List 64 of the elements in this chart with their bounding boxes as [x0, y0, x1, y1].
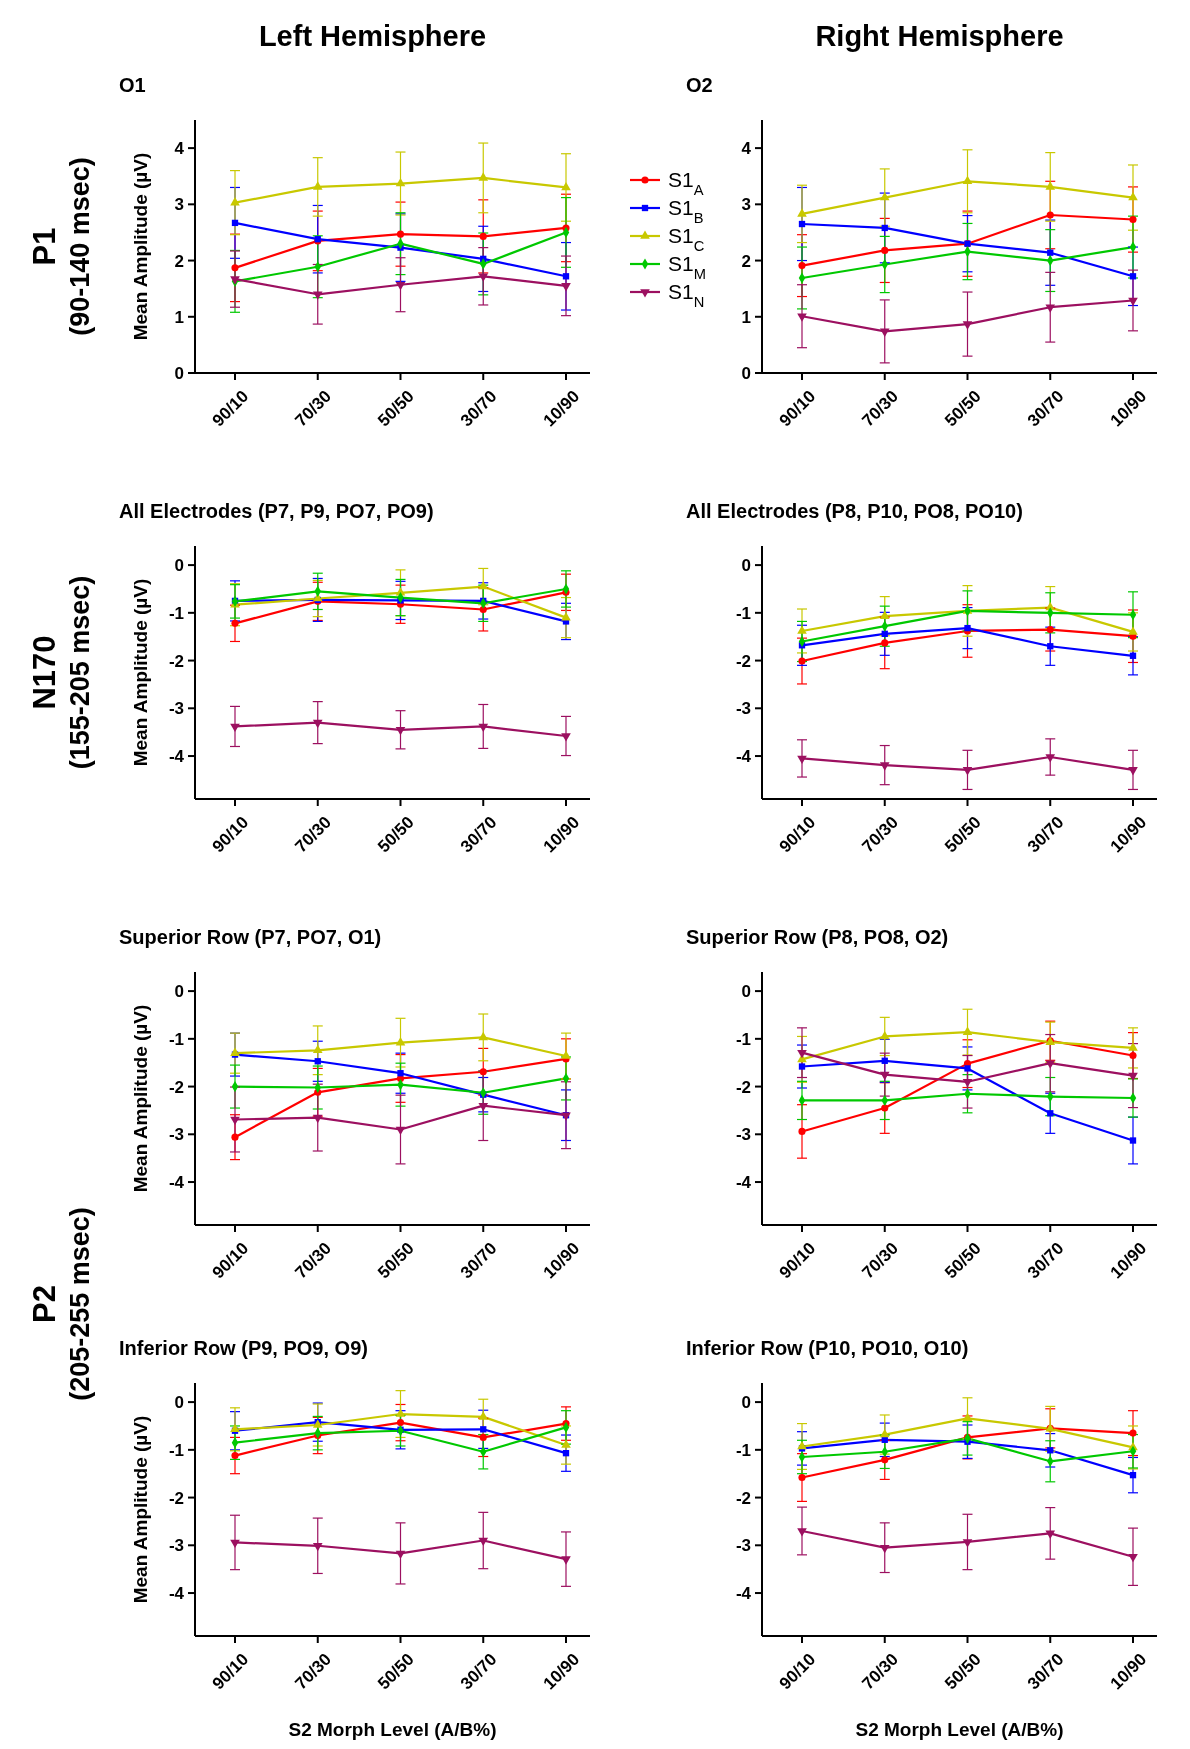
y-tick-label: -1 [168, 1440, 184, 1460]
y-tick-label: -4 [735, 1172, 752, 1192]
y-tick-label: -2 [168, 1488, 184, 1508]
chart-title: Inferior Row (P10, PO10, O10) [686, 1337, 969, 1359]
y-tick-label: -3 [735, 1125, 751, 1145]
y-tick-label: 0 [741, 982, 751, 1002]
y-axis-title: Mean Amplitude (µV) [130, 1004, 151, 1193]
chart-title: All Electrodes (P7, P9, PO7, PO9) [119, 500, 434, 522]
y-tick-label: -2 [735, 1488, 751, 1508]
y-tick-label: 1 [174, 307, 184, 327]
chart-title: All Electrodes (P8, P10, PO8, PO10) [686, 500, 1023, 522]
y-tick-label: -1 [168, 603, 184, 623]
legend-label: S1$_{A}$ [668, 168, 704, 199]
y-tick-label: 3 [741, 195, 751, 215]
y-tick-label: 0 [174, 556, 184, 576]
y-tick-label: 4 [174, 139, 185, 159]
y-tick-label: -4 [168, 1172, 185, 1192]
text: P1 (90-140 msec) [27, 157, 95, 336]
y-tick-label: -1 [735, 1029, 751, 1049]
chart-title: Superior Row (P7, PO7, O1) [119, 926, 382, 948]
y-tick-label: -1 [735, 603, 751, 623]
text: Right Hemisphere [815, 20, 1064, 52]
y-tick-label: -3 [735, 699, 751, 719]
y-tick-label: -3 [168, 1125, 184, 1145]
y-axis-title: Mean Amplitude (µV) [130, 578, 151, 767]
y-axis-title: Mean Amplitude (µV) [130, 152, 151, 341]
legend-label: S1$_{B}$ [668, 196, 704, 227]
y-tick-label: -1 [735, 1440, 751, 1460]
chart-title: Inferior Row (P9, PO9, O9) [119, 1337, 368, 1359]
y-tick-label: -3 [735, 1536, 751, 1556]
y-tick-label: -4 [735, 1583, 752, 1603]
y-tick-label: 0 [741, 363, 751, 383]
y-tick-label: 4 [741, 139, 752, 159]
legend-label: S1$_{C}$ [668, 224, 705, 255]
chart-title: Superior Row (P8, PO8, O2) [686, 926, 949, 948]
text: Left Hemisphere [258, 20, 487, 52]
legend-label: S1$_{M}$ [668, 252, 706, 283]
text: P2 (205-255 msec) [27, 1207, 95, 1401]
y-tick-label: -2 [735, 651, 751, 671]
y-tick-label: 0 [741, 1393, 751, 1413]
y-tick-label: -2 [735, 1077, 751, 1097]
y-tick-label: -1 [168, 1029, 184, 1049]
y-tick-label: -4 [735, 746, 752, 766]
y-axis-title: Mean Amplitude (µV) [130, 1415, 151, 1604]
y-tick-label: 0 [174, 363, 184, 383]
y-tick-label: -4 [168, 746, 185, 766]
x-axis-title: S2 Morph Level (A/B%) [288, 1719, 497, 1740]
legend-label: S1$_{N}$ [668, 280, 705, 311]
chart-title: O1 [119, 74, 146, 96]
y-tick-label: -3 [168, 699, 184, 719]
y-tick-label: 2 [174, 251, 184, 271]
y-tick-label: 0 [174, 1393, 184, 1413]
y-tick-label: 0 [174, 982, 184, 1002]
y-tick-label: -2 [168, 651, 184, 671]
y-tick-label: -3 [168, 1536, 184, 1556]
y-tick-label: 2 [741, 251, 751, 271]
y-tick-label: 0 [741, 556, 751, 576]
x-axis-title: S2 Morph Level (A/B%) [855, 1719, 1064, 1740]
y-tick-label: -2 [168, 1077, 184, 1097]
y-tick-label: 3 [174, 195, 184, 215]
text: N170 (155-205 msec) [27, 575, 95, 770]
chart-title: O2 [686, 74, 713, 96]
y-tick-label: -4 [168, 1583, 185, 1603]
y-tick-label: 1 [741, 307, 751, 327]
